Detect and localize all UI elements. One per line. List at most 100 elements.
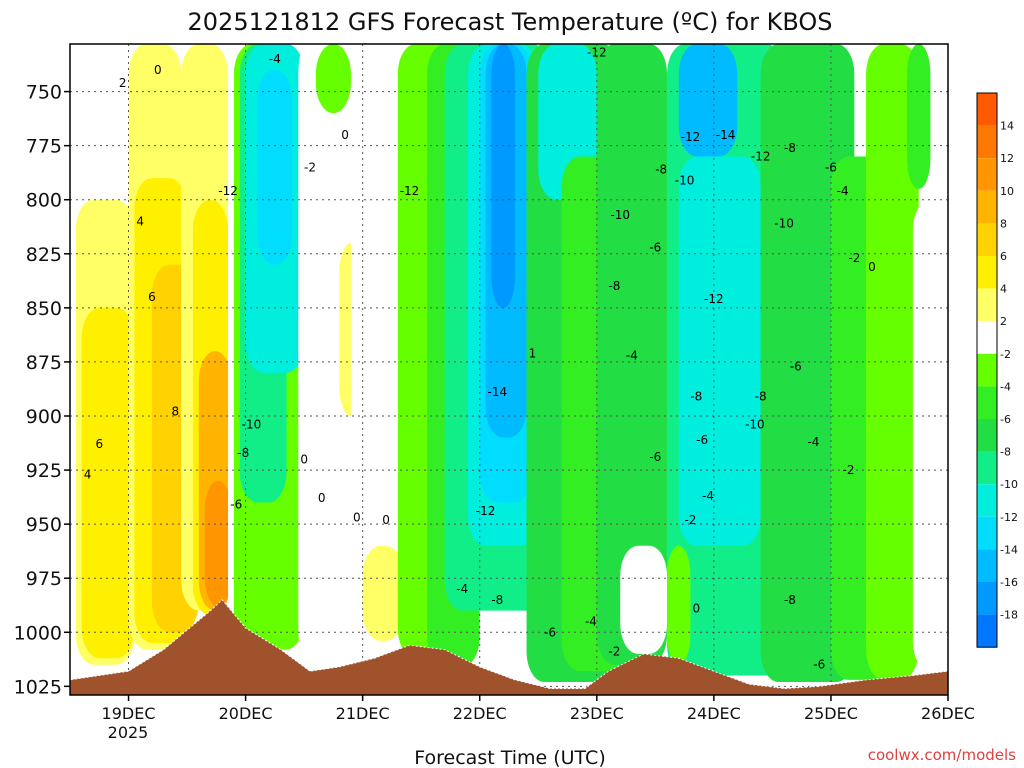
contour-label-28: -8: [608, 279, 620, 293]
contour-label-38: -6: [825, 160, 837, 174]
colorbar-label-10: -8: [1000, 446, 1011, 459]
contour-label-8: 0: [341, 128, 349, 142]
contour-label-14: -6: [230, 498, 242, 512]
contour-label-29: -4: [626, 348, 638, 362]
colorbar-label-3: 8: [1000, 217, 1007, 230]
colorbar-label-4: 6: [1000, 250, 1007, 263]
contour-label-3: 6: [148, 290, 156, 304]
contour-label-45: -10: [745, 418, 765, 432]
contour-label-25: -2: [608, 645, 620, 659]
x-tick-label-3: 22DEC: [453, 704, 507, 723]
contour-label-2: 4: [136, 214, 144, 228]
temperature-region-21: [350, 91, 381, 179]
x-tick-label-1: 20DEC: [219, 704, 273, 723]
x-axis-label: Forecast Time (UTC): [414, 747, 605, 768]
colorbar-label-14: -16: [1000, 576, 1018, 589]
contour-label-20: -12: [476, 504, 496, 518]
y-axis-ticks: 750 775 800 825 850 875 900 925 950 975 1000 1025: [14, 82, 70, 698]
colorbar-swatch-16: [977, 614, 997, 648]
colorbar-swatch-0: [977, 93, 997, 126]
y-tick-label-5: 875: [26, 352, 62, 374]
y-tick-label-8: 950: [26, 514, 62, 536]
contour-label-56: 1: [529, 346, 537, 360]
colorbar-label-7: -2: [1000, 348, 1011, 361]
contour-label-42: -8: [690, 390, 702, 404]
contour-label-11: -12: [400, 184, 420, 198]
colorbar-swatch-11: [977, 451, 997, 485]
colorbar-label-2: 10: [1000, 185, 1014, 198]
contour-label-13: -8: [237, 446, 249, 460]
colorbar-label-12: -12: [1000, 511, 1018, 524]
colorbar-swatch-1: [977, 125, 997, 159]
colorbar-label-13: -14: [1000, 543, 1018, 556]
colorbar: 14 12 10 8 6 4 2 -2 -4 -6 -8 -10 -12 -14 -16 -18: [976, 92, 1018, 648]
contour-label-32: -12: [681, 130, 701, 144]
colorbar-label-0: 14: [1000, 120, 1014, 133]
contour-label-50: 0: [868, 260, 876, 274]
contour-label-37: -8: [784, 141, 796, 155]
colorbar-swatch-4: [977, 223, 997, 256]
chart-title: 2025121812 GFS Forecast Temperature (ºC)…: [188, 8, 833, 36]
colorbar-swatch-2: [977, 158, 997, 191]
colorbar-swatch-9: [977, 386, 997, 419]
temperature-fill-layer: [70, 44, 948, 683]
temperature-region-20: [362, 545, 404, 641]
contour-label-53: 0: [692, 601, 700, 615]
contour-label-24: -4: [585, 614, 597, 628]
temperature-region-41: [907, 44, 931, 189]
contour-label-12: -10: [242, 418, 262, 432]
temperature-region-35: [678, 44, 738, 157]
colorbar-swatch-10: [977, 419, 997, 452]
contour-label-7: -4: [269, 52, 281, 66]
contour-label-6: 4: [84, 467, 92, 481]
contour-label-47: -4: [807, 435, 819, 449]
x-tick-label-0: 19DEC: [102, 704, 156, 723]
plot-frame: [69, 43, 949, 696]
contour-label-46: -6: [696, 433, 708, 447]
contour-label-52: -2: [684, 513, 696, 527]
contour-label-35: -10: [675, 173, 695, 187]
contour-label-15: 0: [300, 452, 308, 466]
contour-label-27: -10: [610, 208, 630, 222]
temperature-region-37: [667, 545, 691, 665]
x-axis-year: 2025: [108, 723, 149, 742]
contour-label-22: -4: [456, 582, 468, 596]
temperature-region-2: [81, 307, 135, 659]
contour-label-21: -8: [491, 593, 503, 607]
contour-label-30: -6: [649, 450, 661, 464]
temperature-region-32: [596, 44, 668, 665]
colorbar-label-9: -6: [1000, 413, 1011, 426]
y-tick-label-6: 900: [26, 406, 62, 428]
contour-label-48: -2: [843, 463, 855, 477]
contour-label-55: -6: [813, 658, 825, 672]
colorbar-label-15: -18: [1000, 609, 1018, 622]
y-tick-label-7: 925: [26, 460, 62, 482]
colorbar-label-6: 2: [1000, 315, 1007, 328]
colorbar-swatch-8: [977, 353, 997, 387]
colorbar-swatch-12: [977, 484, 997, 517]
temperature-region-28: [491, 44, 515, 308]
y-tick-label-3: 825: [26, 244, 62, 266]
colorbar-swatch-3: [977, 190, 997, 224]
contour-label-34: -8: [655, 162, 667, 176]
contour-label-54: -8: [784, 593, 796, 607]
temperature-region-15: [298, 44, 316, 659]
ground-shape: [70, 599, 948, 695]
colorbar-label-1: 12: [1000, 152, 1014, 165]
contour-label-16: 0: [318, 491, 326, 505]
contour-label-40: -10: [774, 217, 794, 231]
contour-label-0: 2: [119, 76, 127, 90]
colorbar-swatch-5: [977, 256, 997, 289]
colorbar-swatch-13: [977, 516, 997, 550]
colorbar-swatch-14: [977, 549, 997, 582]
colorbar-label-11: -10: [1000, 478, 1018, 491]
credit-text[interactable]: coolwx.com/models: [868, 746, 1016, 764]
contour-label-17: 0: [353, 511, 361, 525]
x-tick-label-7: 26DEC: [921, 704, 975, 723]
y-tick-label-11: 1025: [14, 676, 62, 698]
temperature-region-19: [350, 44, 410, 644]
contour-label-5: 6: [95, 437, 103, 451]
temperature-region-33: [620, 545, 668, 654]
